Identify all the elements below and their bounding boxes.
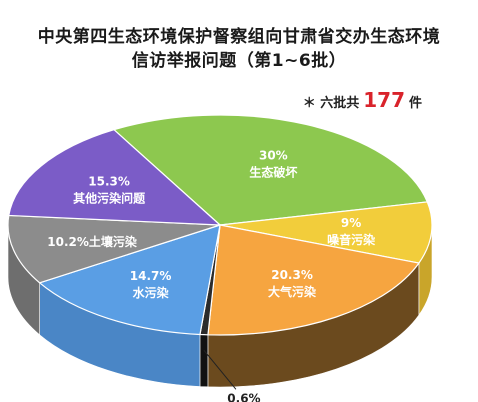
slice-percent-6: 15.3% xyxy=(88,174,130,188)
total-prefix: ＊ 六批共 xyxy=(302,96,360,111)
pie-slice-4 xyxy=(38,224,221,336)
pie-side-3 xyxy=(199,334,209,388)
slice-percent-0: 30% xyxy=(259,149,288,163)
slice-percent-1: 9% xyxy=(341,216,361,230)
slice-name-1: 噪音污染 xyxy=(327,232,376,247)
slice-name-2: 大气污染 xyxy=(268,284,317,299)
pie-slice-5 xyxy=(7,214,221,284)
slice-percent-4: 14.7% xyxy=(130,269,172,283)
slice-name-6: 其他污染问题 xyxy=(73,190,146,205)
slice-percent-2: 20.3% xyxy=(271,268,313,282)
slice-name-0: 生态破坏 xyxy=(249,165,297,180)
leader-line-3 xyxy=(203,349,237,390)
slice-label-5: 10.2%土壤污染 xyxy=(47,234,138,249)
total-value: 177 xyxy=(363,88,405,112)
pie-slice-2 xyxy=(207,224,420,336)
total-count: ＊ 六批共 177 件 xyxy=(303,88,422,112)
slice-percent-3: 0.6% xyxy=(227,391,260,402)
pie-slice-6 xyxy=(8,129,222,226)
total-suffix: 件 xyxy=(408,96,422,111)
slice-name-4: 水污染 xyxy=(133,285,170,300)
pie-slice-1 xyxy=(219,201,433,264)
chart-title-line2: 信访举报问题（第1~6批） xyxy=(131,51,347,71)
pie-slice-0 xyxy=(112,114,429,226)
chart-title-line1: 中央第四生态环境保护督察组向甘肃省交办生态环境 xyxy=(37,27,441,47)
